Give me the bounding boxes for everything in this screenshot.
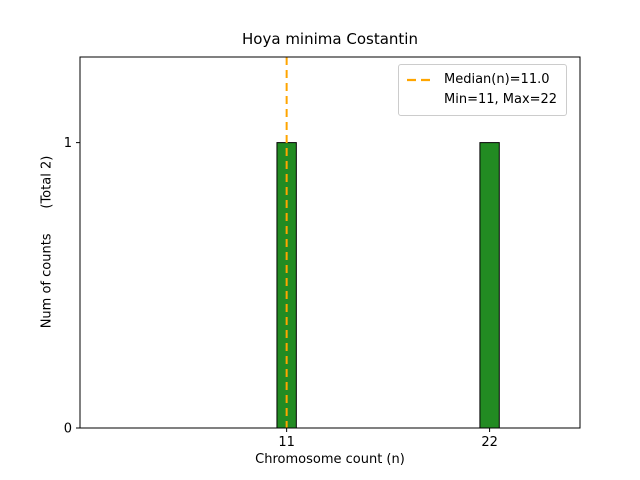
y-tick-label: 0 — [64, 422, 72, 437]
legend-entry-median: Median(n)=11.0 — [406, 70, 557, 90]
y-tick-label: 1 — [64, 136, 72, 151]
axes-frame — [79, 56, 581, 429]
x-tick-label: 22 — [481, 435, 498, 450]
legend-minmax-label: Min=11, Max=22 — [444, 92, 558, 107]
median-dashed-line-icon — [407, 78, 435, 82]
bar-x22 — [479, 142, 500, 429]
legend-entry-minmax: Min=11, Max=22 — [406, 90, 557, 110]
chart-title: Hoya minima Costantin — [242, 30, 418, 48]
y-axis-label: Num of counts (Total 2) — [39, 155, 55, 329]
legend-median-label: Median(n)=11.0 — [444, 72, 550, 87]
x-axis-label: Chromosome count (n) — [255, 452, 405, 467]
legend: Median(n)=11.0 Min=11, Max=22 — [398, 64, 568, 116]
x-tick-label: 11 — [278, 435, 295, 450]
